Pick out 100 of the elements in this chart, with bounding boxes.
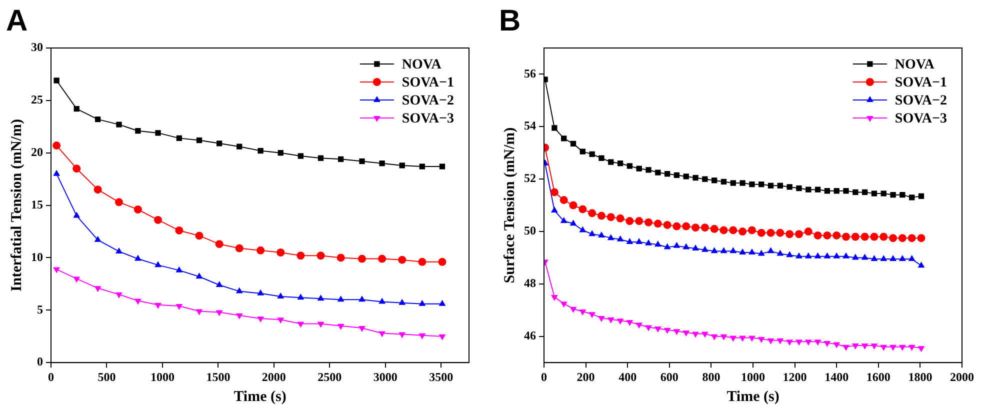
point <box>682 330 690 336</box>
y-axis-title: Interfatial Tension (mN/m) <box>8 119 25 292</box>
point <box>635 217 644 226</box>
point <box>257 316 264 323</box>
point <box>814 231 822 240</box>
point <box>917 234 926 242</box>
point <box>176 304 183 310</box>
point <box>550 188 558 196</box>
point <box>645 325 652 332</box>
point <box>739 336 746 342</box>
point <box>195 232 204 240</box>
point <box>909 194 915 200</box>
point <box>196 309 203 316</box>
point <box>235 244 244 252</box>
point <box>664 243 671 250</box>
point <box>852 344 859 350</box>
point <box>814 340 822 346</box>
point <box>720 247 728 254</box>
point <box>758 337 765 344</box>
point <box>176 135 182 142</box>
point <box>626 217 634 226</box>
point <box>297 294 304 300</box>
legend-label: SOVA−1 <box>894 76 948 91</box>
point <box>692 244 699 251</box>
point <box>598 231 605 238</box>
point <box>398 298 406 305</box>
point <box>236 144 242 150</box>
point <box>794 230 803 238</box>
point <box>616 214 624 222</box>
x-tick-label: 400 <box>618 370 637 384</box>
point <box>94 186 102 194</box>
point <box>135 128 141 134</box>
point <box>297 322 304 328</box>
point <box>550 206 558 213</box>
point <box>870 255 878 262</box>
point <box>720 178 727 185</box>
point <box>216 140 222 146</box>
point <box>439 164 446 170</box>
y-tick-label: 30 <box>31 40 43 54</box>
point <box>134 205 142 214</box>
point <box>692 224 700 232</box>
point <box>155 130 161 136</box>
point <box>337 324 344 330</box>
point <box>842 344 850 351</box>
point <box>154 216 162 224</box>
point <box>889 234 898 242</box>
point <box>560 302 568 308</box>
point <box>560 196 568 204</box>
point <box>786 251 794 258</box>
point <box>636 322 643 329</box>
y-tick-label: 52 <box>524 171 536 186</box>
y-axis-title: Surface Tension (mN/m) <box>502 127 518 284</box>
point <box>786 340 794 346</box>
point <box>880 344 888 351</box>
x-tick-label: 2000 <box>262 370 286 384</box>
point <box>580 148 586 154</box>
point <box>814 252 822 258</box>
y-tick-label: 25 <box>31 92 43 107</box>
x-tick-label: 1400 <box>824 370 849 384</box>
point <box>196 272 203 279</box>
point <box>871 190 878 196</box>
point <box>378 331 386 338</box>
point <box>701 332 708 338</box>
point <box>796 185 802 192</box>
point <box>664 328 671 334</box>
point <box>918 193 924 199</box>
point <box>852 189 858 196</box>
point <box>682 243 690 250</box>
y-tick-label: 10 <box>31 250 43 264</box>
chart-title: B <box>499 4 521 38</box>
point <box>236 313 243 320</box>
point <box>588 230 596 236</box>
x-tick-label: 1000 <box>150 370 174 384</box>
point <box>870 344 878 350</box>
point <box>236 287 243 294</box>
y-tick-label: 0 <box>37 354 43 369</box>
point <box>607 234 614 240</box>
point <box>664 171 670 177</box>
point <box>834 188 840 194</box>
point <box>116 292 122 298</box>
point <box>418 333 426 340</box>
point <box>710 224 718 233</box>
point <box>738 228 747 236</box>
point <box>626 238 634 244</box>
point <box>824 252 831 258</box>
point <box>54 78 60 84</box>
point <box>898 255 906 262</box>
point <box>824 340 831 347</box>
legend-label: NOVA <box>894 58 936 73</box>
point <box>73 212 80 218</box>
point <box>860 232 869 241</box>
point <box>154 261 162 268</box>
x-tick-label: 0 <box>48 370 54 384</box>
point <box>337 296 344 302</box>
point <box>796 252 802 258</box>
x-tick-label: 0 <box>541 370 547 384</box>
point <box>175 226 184 234</box>
legend-label: NOVA <box>402 58 442 73</box>
point <box>196 137 202 144</box>
point <box>729 226 738 234</box>
